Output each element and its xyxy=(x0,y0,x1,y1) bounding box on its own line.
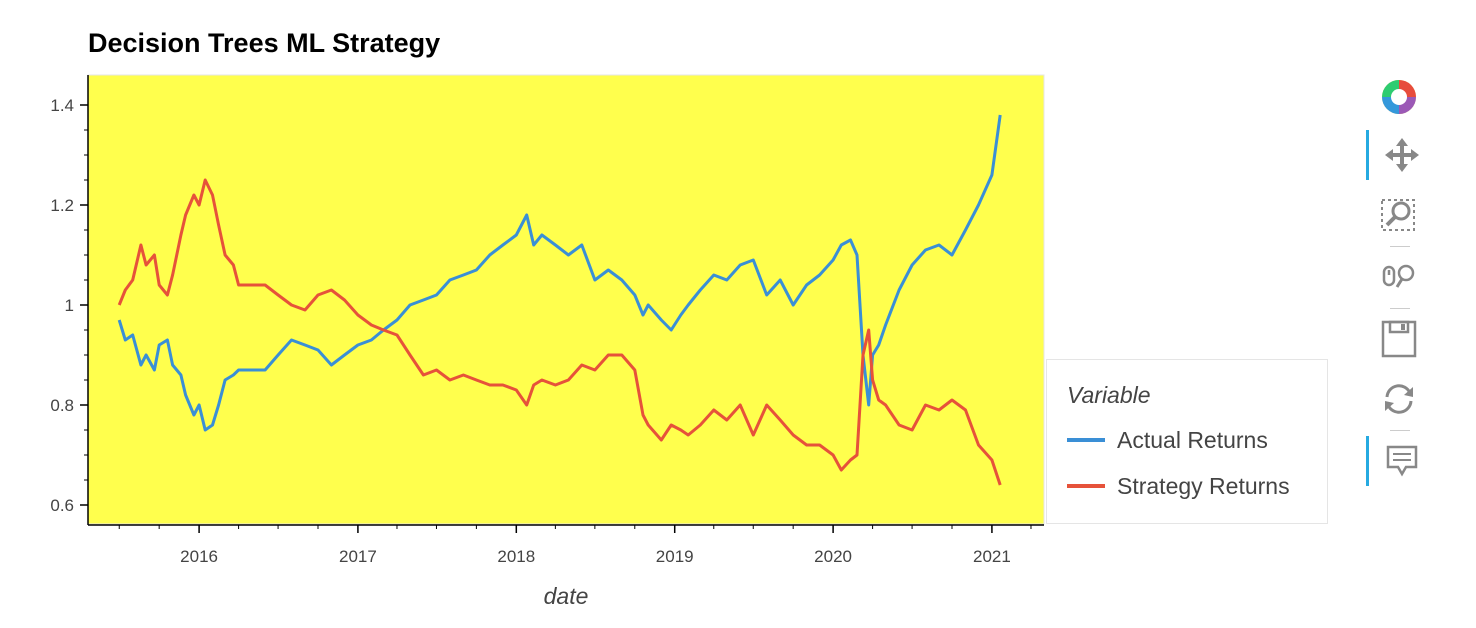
x-tick-label: 2018 xyxy=(497,547,535,566)
wheel-zoom-tool-button[interactable] xyxy=(1366,252,1432,302)
reset-tool-button[interactable] xyxy=(1366,374,1432,424)
legend-label: Strategy Returns xyxy=(1117,472,1290,499)
y-tick-label: 1 xyxy=(65,296,74,315)
legend-swatch-strategy-returns xyxy=(1067,484,1105,488)
pan-tool-button[interactable] xyxy=(1366,130,1435,180)
y-tick-label: 1.2 xyxy=(50,196,74,215)
box-zoom-icon xyxy=(1381,199,1415,231)
pan-icon xyxy=(1385,138,1419,172)
x-tick-label: 2019 xyxy=(656,547,694,566)
legend-item-strategy-returns[interactable]: Strategy Returns xyxy=(1067,471,1290,501)
plot-toolbar xyxy=(1366,70,1436,510)
x-tick-label: 2016 xyxy=(180,547,218,566)
legend: Variable Actual Returns Strategy Returns xyxy=(1046,359,1328,524)
save-icon xyxy=(1381,320,1417,358)
x-tick-label: 2021 xyxy=(973,547,1011,566)
x-axis-label: date xyxy=(544,583,589,609)
legend-swatch-actual-returns xyxy=(1067,438,1105,442)
x-tick-label: 2017 xyxy=(339,547,377,566)
legend-title: Variable xyxy=(1067,382,1151,408)
toolbar-separator xyxy=(1390,246,1410,247)
y-tick-label: 0.8 xyxy=(50,396,74,415)
save-tool-button[interactable] xyxy=(1366,314,1432,364)
hover-tool-button[interactable] xyxy=(1366,436,1435,486)
plot-area[interactable] xyxy=(87,74,1045,525)
y-tick-label: 1.4 xyxy=(50,96,74,115)
toolbar-separator xyxy=(1390,430,1410,431)
series-layer xyxy=(117,114,1002,486)
series-line-strategy-returns[interactable] xyxy=(117,178,1002,486)
chart-title: Decision Trees ML Strategy xyxy=(88,28,441,58)
toolbar-separator xyxy=(1390,308,1410,309)
box-zoom-tool-button[interactable] xyxy=(1366,190,1432,240)
y-tick-label: 0.6 xyxy=(50,496,74,515)
legend-item-actual-returns[interactable]: Actual Returns xyxy=(1067,425,1268,455)
series-line-actual-returns[interactable] xyxy=(117,114,1002,432)
bokeh-logo-icon[interactable] xyxy=(1366,72,1432,122)
legend-label: Actual Returns xyxy=(1117,426,1268,453)
reset-icon xyxy=(1385,384,1413,414)
hover-icon xyxy=(1386,445,1418,477)
x-tick-label: 2020 xyxy=(814,547,852,566)
wheel-zoom-icon xyxy=(1382,264,1415,288)
x-axis-ticks: 2016 2017 2018 2019 2020 2021 xyxy=(118,525,1032,566)
y-axis-ticks: 0.6 0.8 1 1.2 1.4 xyxy=(50,96,88,515)
